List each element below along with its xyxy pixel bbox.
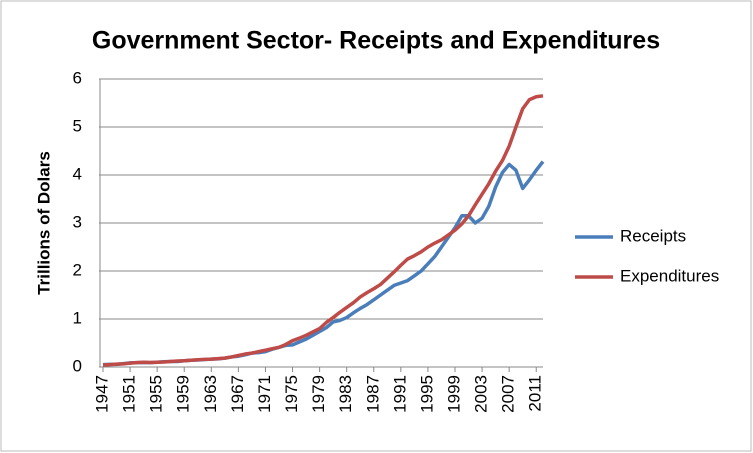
x-tick-label: 1987 (363, 375, 382, 413)
y-tick-label: 1 (73, 308, 82, 327)
x-tick-label: 1991 (390, 375, 409, 413)
x-tick-label: 1963 (201, 375, 220, 413)
x-tick-label: 2011 (526, 375, 545, 412)
y-tick-label: 0 (73, 356, 82, 375)
x-tick-label: 1967 (228, 375, 247, 413)
y-tick-label: 6 (73, 68, 82, 87)
x-tick-label: 1951 (120, 375, 139, 413)
y-axis-label: Trillions of Dolars (34, 151, 53, 295)
x-tick-label: 2007 (499, 375, 518, 413)
x-tick-label: 1999 (444, 375, 463, 413)
x-tick-label: 1955 (147, 375, 166, 413)
y-tick-label: 3 (73, 212, 82, 231)
x-tick-label: 1947 (92, 375, 111, 413)
data-line (102, 94, 544, 367)
x-tick-label: 1975 (282, 375, 301, 413)
x-tick-label: 1983 (336, 375, 355, 413)
y-tick-label: 5 (73, 116, 82, 135)
y-tick-label: 4 (73, 164, 82, 183)
x-tick-label: 1959 (174, 375, 193, 413)
y-tick-label: 2 (73, 260, 82, 279)
x-tick-label: 2003 (472, 375, 491, 413)
legend-label: Expenditures (620, 266, 719, 285)
legend-label: Receipts (620, 226, 686, 245)
x-tick-label: 1979 (309, 375, 328, 413)
x-tick-label: 1971 (255, 375, 274, 413)
x-tick-label: 1995 (417, 375, 436, 413)
chart-title: Government Sector- Receipts and Expendit… (92, 27, 660, 55)
